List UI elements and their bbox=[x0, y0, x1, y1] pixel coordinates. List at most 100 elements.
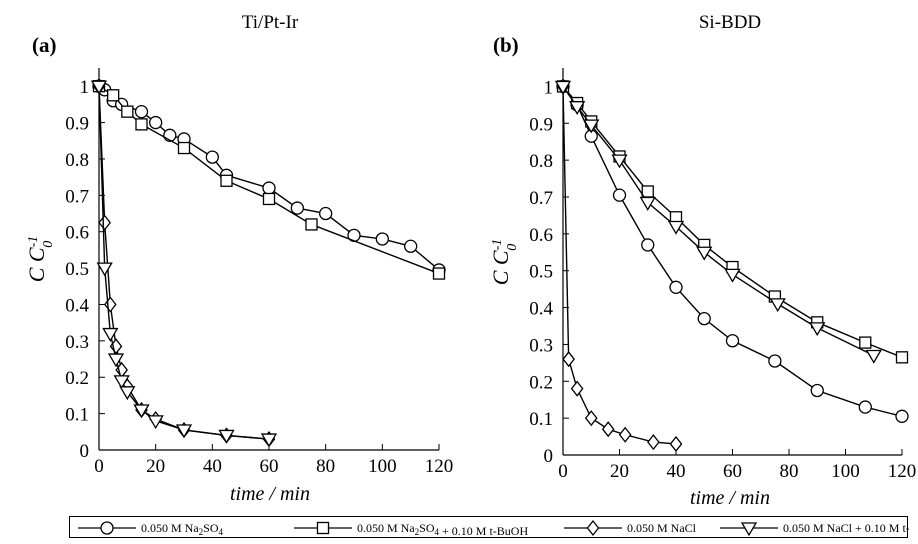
data-point-diamond bbox=[104, 296, 117, 313]
y-tick-label: 0.4 bbox=[529, 299, 553, 320]
x-tick-label: 40 bbox=[203, 456, 222, 477]
x-tick-label: 60 bbox=[260, 456, 279, 477]
data-point-circle bbox=[669, 280, 683, 294]
data-point-triangle-down bbox=[865, 349, 882, 364]
data-point-triangle-down bbox=[583, 119, 600, 134]
data-point-triangle-down bbox=[107, 353, 125, 368]
legend-label: 0.050 M NaCl bbox=[627, 521, 697, 535]
y-tick-label: 0 bbox=[544, 446, 554, 467]
y-tick-label: 0 bbox=[80, 441, 90, 462]
data-point-triangle-down bbox=[667, 220, 685, 235]
y-tick-label: 0.8 bbox=[529, 151, 553, 172]
y-tick-label: 0.9 bbox=[65, 114, 89, 135]
legend-item: 0.050 M Na2SO4 bbox=[78, 521, 224, 537]
legend: 0.050 M Na2SO4 0.050 M Na2SO4 + 0.10 M t-… bbox=[69, 516, 918, 538]
data-point-square bbox=[220, 174, 233, 187]
legend-marker-diamond bbox=[586, 519, 600, 537]
data-point-square bbox=[895, 351, 909, 364]
data-point-triangle-down bbox=[769, 298, 786, 313]
data-point-circle bbox=[290, 201, 304, 215]
data-point-triangle-down bbox=[809, 322, 826, 337]
data-point-square bbox=[135, 118, 148, 131]
legend-marker-circle bbox=[100, 521, 114, 535]
data-point-triangle-down bbox=[724, 268, 741, 283]
panel-b-title: Si-BDD bbox=[699, 12, 761, 33]
y-tick-label: 0.1 bbox=[529, 409, 553, 430]
y-tick-label: 0.6 bbox=[529, 225, 553, 246]
x-tick-label: 0 bbox=[558, 461, 568, 482]
x-tick-label: 100 bbox=[831, 461, 860, 482]
x-tick-label: 20 bbox=[146, 456, 165, 477]
y-tick-label: 0.7 bbox=[65, 186, 89, 207]
legend-label: 0.050 M Na2SO4 + 0.10 M t-BuOH bbox=[357, 521, 528, 538]
x-tick-label: 0 bbox=[94, 456, 104, 477]
x-tick-label: 120 bbox=[425, 456, 454, 477]
data-point-triangle-down bbox=[218, 429, 235, 444]
legend-label: 0.050 M NaCl + 0.10 M t-BuOH bbox=[783, 521, 909, 535]
data-point-diamond bbox=[647, 434, 660, 451]
data-point-triangle-down bbox=[90, 80, 108, 95]
data-point-circle bbox=[205, 150, 219, 164]
data-point-triangle-down bbox=[102, 327, 119, 342]
data-point-circle bbox=[319, 206, 333, 221]
data-point-square bbox=[121, 105, 134, 118]
data-point-triangle-down bbox=[568, 101, 586, 115]
data-point-circle bbox=[768, 354, 782, 368]
legend-item: 0.050 M NaCl bbox=[564, 519, 697, 537]
data-point-circle bbox=[725, 334, 740, 348]
data-point-triangle-down bbox=[611, 154, 628, 169]
x-tick-label: 20 bbox=[610, 461, 629, 482]
data-point-square bbox=[107, 89, 120, 102]
data-point-triangle-down bbox=[96, 262, 113, 277]
data-point-diamond bbox=[618, 426, 632, 443]
panel-b-xlabel: time / min bbox=[690, 487, 770, 509]
y-tick-label: 1 bbox=[544, 77, 554, 98]
data-point-diamond bbox=[562, 351, 575, 368]
data-point-circle bbox=[375, 232, 389, 246]
panel-a-ylabel: C C-10 bbox=[24, 236, 56, 283]
x-tick-label: 100 bbox=[368, 456, 397, 477]
legend-item: 0.050 M Na2SO4 + 0.10 M t-BuOH bbox=[294, 521, 528, 538]
data-point-square bbox=[262, 192, 276, 206]
y-tick-label: 0.5 bbox=[529, 262, 553, 283]
x-tick-label: 40 bbox=[667, 461, 686, 482]
data-point-circle bbox=[810, 383, 824, 398]
y-tick-label: 0.9 bbox=[529, 114, 553, 135]
y-tick-label: 0.3 bbox=[529, 335, 553, 356]
y-tick-label: 0.6 bbox=[65, 223, 89, 244]
data-point-triangle-down bbox=[113, 375, 130, 390]
data-point-triangle-down bbox=[554, 80, 572, 95]
y-tick-label: 1 bbox=[80, 77, 90, 98]
x-tick-label: 80 bbox=[780, 461, 799, 482]
x-tick-label: 60 bbox=[723, 461, 742, 482]
data-point-circle bbox=[612, 188, 627, 202]
series-line-square bbox=[562, 85, 903, 358]
panel-a-chart: (a) Ti/Pt-Ir time / min C C-10 0 0.1 0.2 0.… bbox=[24, 12, 453, 505]
series-line-triangle-down bbox=[562, 86, 875, 357]
y-tick-label: 0.7 bbox=[529, 188, 553, 209]
data-point-diamond bbox=[601, 421, 615, 438]
panel-b-chart: (b) Si-BDD time / min C C-10 0 0.1 0.2 0.3 0… bbox=[488, 12, 916, 509]
data-point-circle bbox=[858, 400, 872, 414]
data-point-square bbox=[859, 336, 872, 349]
panel-b-label: (b) bbox=[493, 33, 519, 57]
data-point-square bbox=[177, 141, 191, 155]
data-point-circle bbox=[262, 181, 276, 195]
x-tick-label: 120 bbox=[888, 461, 917, 482]
data-point-circle bbox=[134, 105, 149, 119]
y-tick-label: 0.1 bbox=[65, 405, 89, 426]
legend-item: 0.050 M NaCl + 0.10 M t-BuOH bbox=[720, 521, 918, 537]
data-point-circle bbox=[149, 115, 163, 130]
data-point-triangle-down bbox=[133, 404, 150, 419]
data-point-diamond bbox=[584, 410, 598, 427]
data-point-circle bbox=[697, 311, 711, 326]
panel-a-label: (a) bbox=[32, 33, 57, 57]
series-line-circle bbox=[562, 86, 903, 417]
legend-marker-triangle-down bbox=[740, 522, 758, 537]
legend-canvas: 0.050 M Na2SO4 0.050 M Na2SO4 + 0.10 M t-… bbox=[78, 519, 918, 538]
y-tick-label: 0.4 bbox=[65, 295, 89, 316]
legend-marker-square bbox=[316, 521, 330, 535]
panel-b-ylabel: C C-10 bbox=[488, 239, 520, 286]
data-point-circle bbox=[895, 409, 909, 423]
